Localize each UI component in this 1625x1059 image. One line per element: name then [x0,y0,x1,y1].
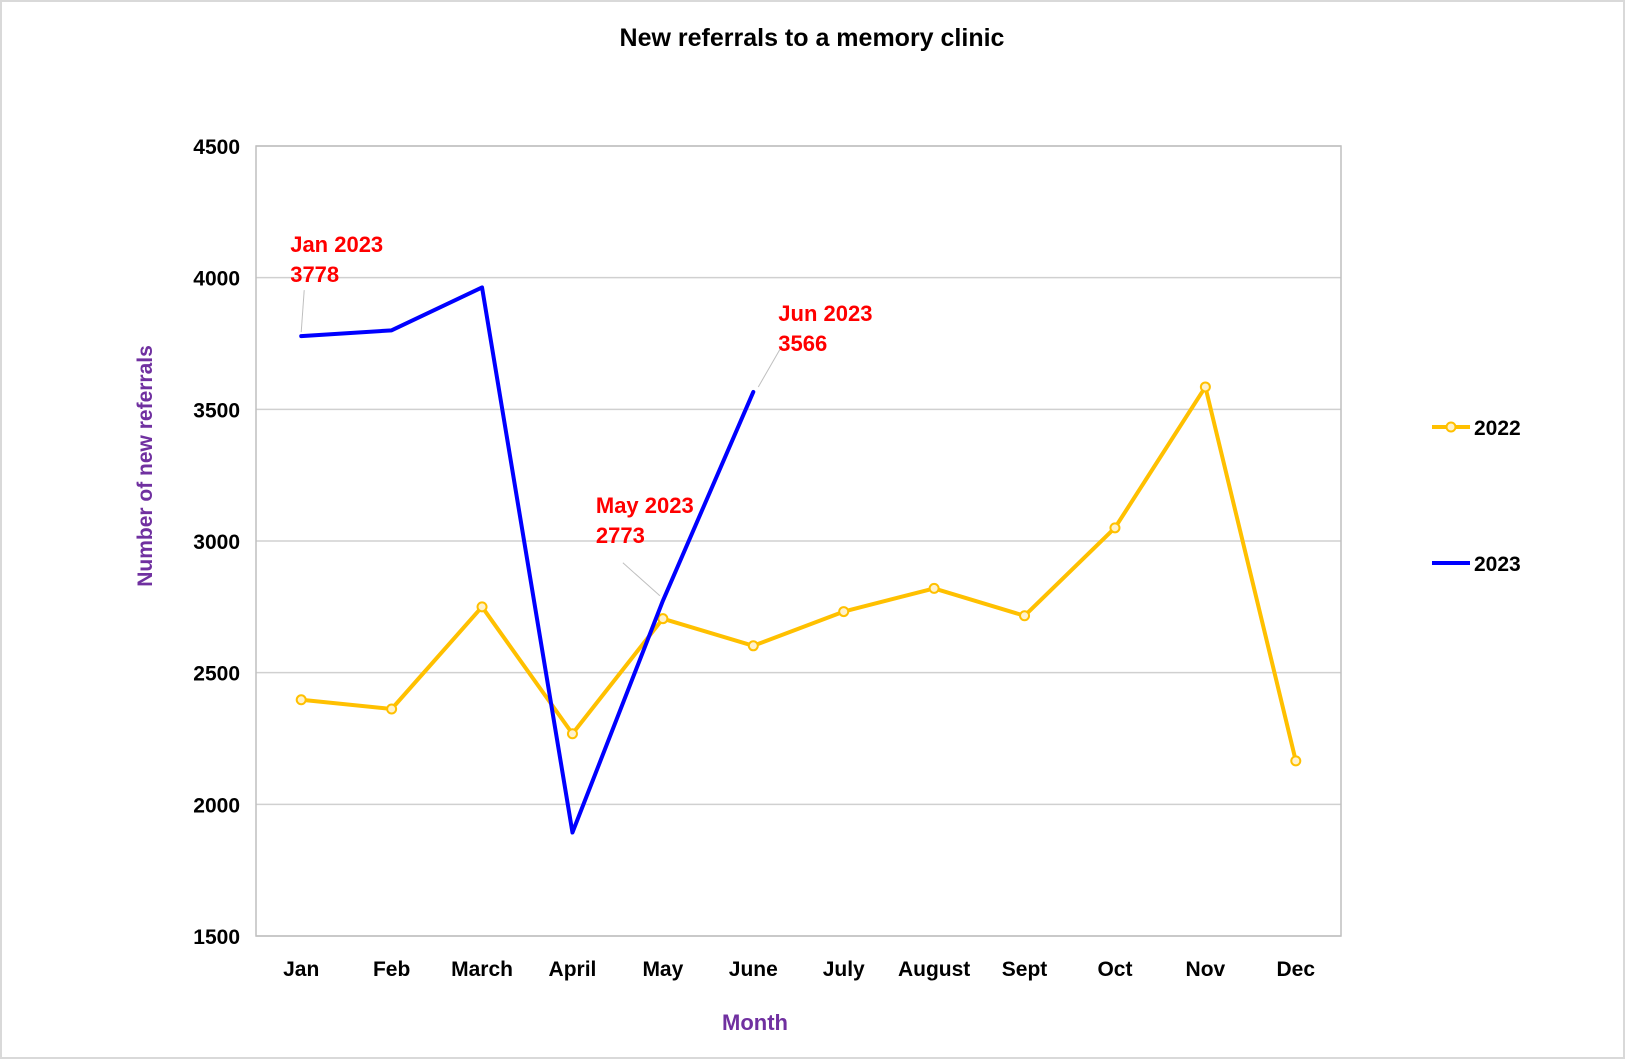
legend-item-2023: 2023 [1432,553,1521,576]
gridlines [256,145,1341,937]
annotation: May 2023 2773 [596,493,694,597]
x-tick-label: June [729,958,778,981]
series-line-2022 [299,384,1298,763]
data-point-2022 [928,582,940,594]
x-tick-label: Dec [1277,958,1316,981]
annotation-label: Jun 2023 [778,301,872,326]
x-tick-label: Nov [1186,958,1226,981]
x-tick-label: March [451,958,513,981]
legend-marker [1445,421,1457,433]
series-2023 [299,285,756,835]
data-point-2022 [657,613,669,625]
y-tick-label: 4500 [193,136,240,159]
data-point-2022 [386,703,398,715]
annotation-label: 3778 [290,262,339,287]
y-axis-label: Number of new referrals [134,345,157,587]
data-point-2022 [476,601,488,613]
annotation-label: Jan 2023 [290,232,383,257]
y-tick-label: 3000 [193,531,240,554]
x-tick-label: Feb [373,958,410,981]
plot-area [255,145,1342,937]
y-tick-label: 2000 [193,794,240,817]
x-tick-label: July [823,958,865,981]
annotation-leader [757,346,782,388]
annotation-leader [300,290,305,333]
data-point-2022 [1019,610,1031,622]
annotation-label: 3566 [778,331,827,356]
y-axis: 1500 2000 2500 3000 3500 4000 4500 [193,136,240,949]
annotation-label: May 2023 [596,493,694,518]
chart-title: New referrals to a memory clinic [620,24,1005,52]
data-point-2022 [747,640,759,652]
annotation: Jun 2023 3566 [757,301,872,388]
x-axis-label: Month [722,1010,788,1035]
y-tick-label: 4000 [193,268,240,291]
annotations: Jan 2023 3778 May 2023 2773 Jun 2023 3566 [290,232,872,597]
x-tick-label: Sept [1002,958,1048,981]
data-point-2022 [838,606,850,618]
legend: 2022 2023 [1432,417,1521,576]
data-point-2022 [1199,381,1211,393]
x-tick-label: Jan [283,958,319,981]
y-tick-label: 3500 [193,399,240,422]
data-point-2022 [1109,522,1121,534]
y-tick-label: 2500 [193,663,240,686]
data-point-2022 [295,694,307,706]
x-tick-label: Oct [1097,958,1132,981]
legend-label: 2022 [1474,417,1521,440]
legend-item-2022: 2022 [1432,417,1521,440]
y-tick-label: 1500 [193,926,240,949]
series-layer [295,285,1302,835]
x-axis: Jan Feb March April May June July August Sept Oct… [283,958,1315,981]
x-tick-label: August [898,958,970,981]
x-tick-label: May [642,958,683,981]
series-2022 [295,381,1302,767]
legend-label: 2023 [1474,553,1521,576]
annotation: Jan 2023 3778 [290,232,383,333]
annotation-leader [622,562,661,597]
data-point-2022 [566,728,578,740]
annotation-label: 2773 [596,523,645,548]
series-line-2023 [299,285,756,835]
data-point-2022 [1290,755,1302,767]
x-tick-label: April [549,958,597,981]
